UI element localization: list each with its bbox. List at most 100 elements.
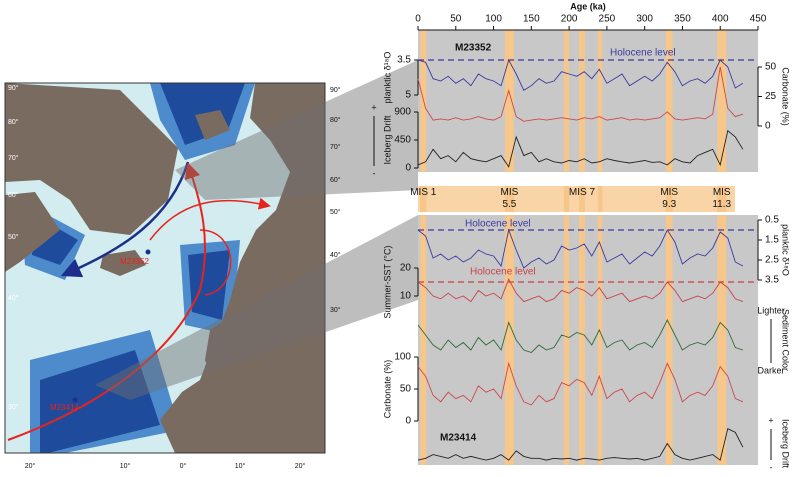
lon-label: 10° bbox=[120, 462, 131, 470]
y-tick-label: 5 bbox=[405, 90, 411, 101]
x-tick-label: 0 bbox=[415, 14, 421, 25]
lat-label: 50° bbox=[8, 233, 19, 241]
interval-stripe bbox=[504, 30, 514, 172]
y-tick-label: 3.5 bbox=[397, 55, 411, 66]
y-tick-label: 100 bbox=[394, 352, 411, 363]
lat-label: 50° bbox=[330, 208, 341, 216]
series-line bbox=[417, 129, 744, 168]
interval-stripe bbox=[420, 215, 427, 465]
y-tick-label: 10 bbox=[400, 291, 412, 302]
interval-stripe bbox=[420, 186, 427, 212]
x-tick-label: 150 bbox=[523, 14, 540, 25]
core-label: M23352 bbox=[120, 257, 149, 266]
y-tick-label: 0 bbox=[405, 416, 411, 427]
x-tick-label: 200 bbox=[561, 14, 578, 25]
interval-stripe bbox=[563, 186, 570, 212]
y-tick-label: 0 bbox=[765, 121, 771, 132]
series-line bbox=[417, 58, 744, 91]
interval-stripe bbox=[563, 215, 570, 465]
direction-label: - bbox=[770, 462, 773, 472]
lat-label: 80° bbox=[330, 116, 341, 124]
y-tick-label: 1.5 bbox=[765, 235, 779, 246]
direction-label: + bbox=[371, 102, 376, 112]
interval-stripe bbox=[717, 215, 727, 465]
y-axis-title: Carbonate (%) bbox=[781, 67, 791, 126]
reference-label: Holocene level bbox=[610, 48, 676, 59]
y-tick-label: 20 bbox=[400, 263, 412, 274]
lat-label: 30° bbox=[8, 403, 19, 411]
y-axis-title: planktic δ¹⁸O bbox=[382, 52, 392, 104]
x-tick-label: 250 bbox=[599, 14, 616, 25]
y-tick-label: 25 bbox=[765, 91, 777, 102]
series-line bbox=[417, 318, 744, 354]
lat-label: 30° bbox=[330, 306, 341, 314]
reference-label: Holocene level bbox=[465, 219, 531, 230]
x-tick-label: 50 bbox=[450, 14, 462, 25]
y-tick-label: 0 bbox=[405, 163, 411, 174]
direction-label: + bbox=[768, 415, 773, 425]
interval-stripe bbox=[578, 186, 585, 212]
map-frame bbox=[4, 82, 326, 454]
y-axis-title: planktic δ¹⁸O bbox=[781, 224, 791, 276]
reference-label: Holocene level bbox=[470, 267, 536, 278]
y-tick-label: 900 bbox=[394, 107, 411, 118]
lat-label: 90° bbox=[330, 86, 341, 94]
panel-background bbox=[418, 30, 758, 172]
interval-stripe bbox=[563, 30, 570, 172]
y-tick-label: 0.5 bbox=[765, 215, 779, 226]
y-axis-title: Iceberg Drift bbox=[781, 419, 791, 469]
lat-label: 40° bbox=[8, 294, 19, 302]
y-tick-label: 450 bbox=[394, 135, 411, 146]
connector bbox=[175, 60, 418, 200]
interval-stripe bbox=[665, 215, 673, 465]
lon-label: 0° bbox=[180, 462, 187, 470]
interval-stripe bbox=[597, 215, 603, 465]
mis-label: MIS 1 bbox=[410, 187, 437, 198]
mis-label: MIS 5.5 bbox=[500, 187, 519, 210]
mis-band bbox=[418, 186, 735, 212]
series-line bbox=[417, 428, 744, 461]
lat-label: 80° bbox=[8, 118, 19, 126]
x-tick-label: 400 bbox=[712, 14, 729, 25]
lat-label: 70° bbox=[330, 143, 341, 151]
lat-label: 40° bbox=[330, 251, 341, 259]
series-line bbox=[417, 361, 744, 406]
lon-label: 20° bbox=[295, 462, 306, 470]
core-label: M23414 bbox=[50, 403, 79, 412]
mis-label: MIS 7 bbox=[568, 187, 596, 198]
lat-label: 60° bbox=[330, 176, 341, 184]
y-tick-label: 3.5 bbox=[765, 275, 779, 286]
direction-label: Lighter bbox=[757, 305, 785, 315]
mis-label: MIS 9.3 bbox=[660, 187, 679, 210]
x-axis-title: Age (ka) bbox=[570, 1, 606, 11]
y-axis-title: Iceberg Drift bbox=[382, 115, 392, 165]
site-label: M23414 bbox=[440, 433, 477, 444]
y-tick-label: 50 bbox=[765, 62, 777, 73]
map bbox=[5, 83, 325, 453]
interval-stripe bbox=[717, 186, 727, 212]
y-axis-title: Carbonate (%) bbox=[382, 360, 392, 419]
lat-label: 70° bbox=[8, 154, 19, 162]
direction-label: - bbox=[373, 168, 376, 178]
x-tick-label: 350 bbox=[674, 14, 691, 25]
interval-stripe bbox=[504, 215, 514, 465]
series-line bbox=[417, 278, 744, 303]
series-line bbox=[417, 66, 744, 122]
lat-label: 90° bbox=[8, 84, 19, 92]
direction-label: Darker bbox=[757, 365, 784, 375]
series-line bbox=[417, 228, 744, 269]
interval-stripe bbox=[578, 215, 585, 465]
x-tick-label: 300 bbox=[636, 14, 653, 25]
x-tick-label: 100 bbox=[485, 14, 502, 25]
mis-label: MIS 11.3 bbox=[712, 187, 732, 210]
x-tick-label: 450 bbox=[750, 14, 767, 25]
y-axis-title: Sediment Color bbox=[781, 309, 791, 371]
interval-stripe bbox=[665, 186, 673, 212]
interval-stripe bbox=[665, 30, 673, 172]
interval-stripe bbox=[597, 186, 603, 212]
y-tick-label: 2.5 bbox=[765, 255, 779, 266]
site-label: M23352 bbox=[455, 43, 492, 54]
lon-label: 20° bbox=[25, 462, 36, 470]
